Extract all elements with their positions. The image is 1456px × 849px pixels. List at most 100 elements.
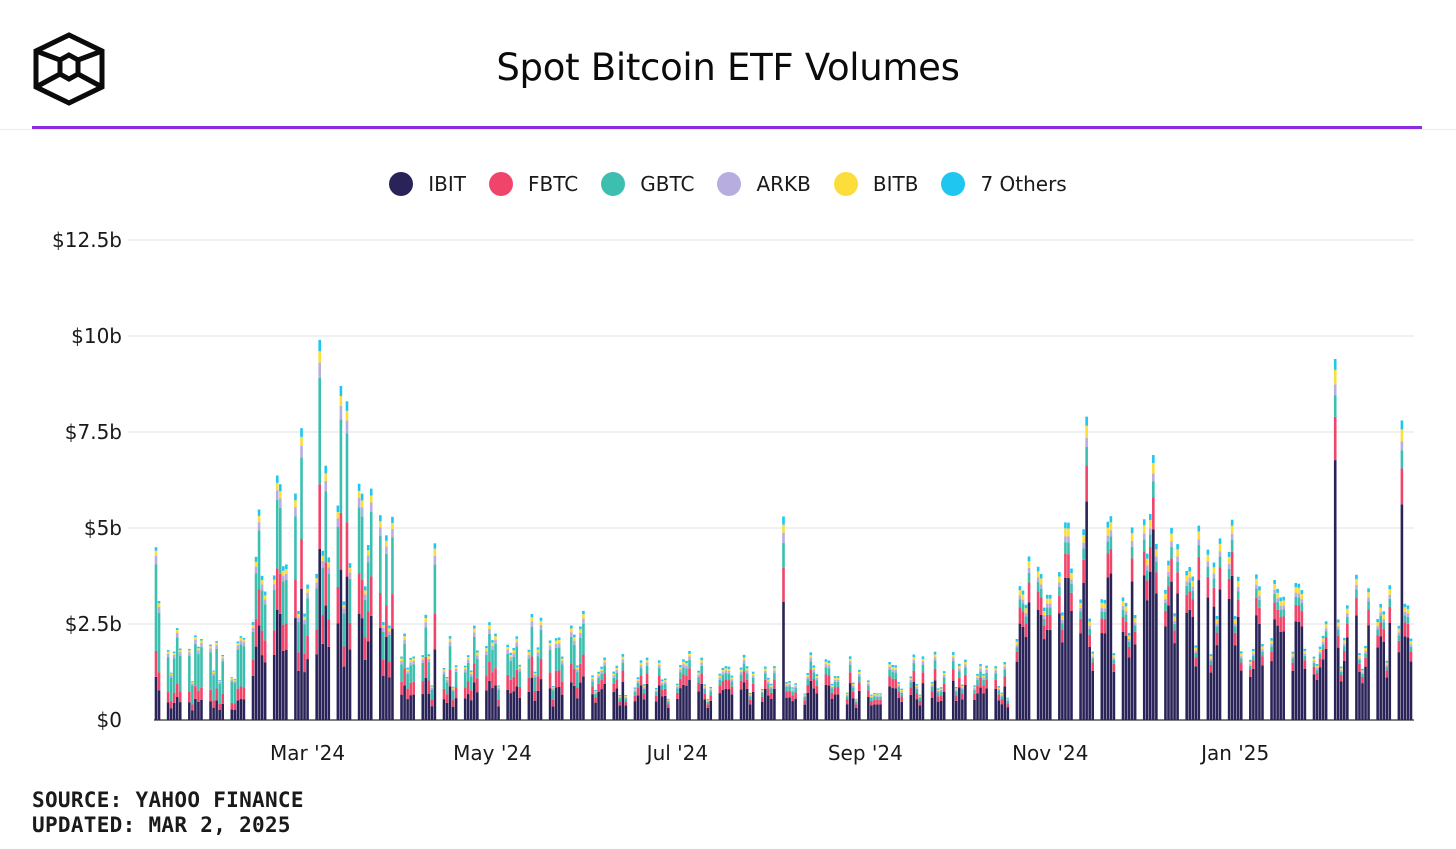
bar-segment-gbtc [676, 688, 679, 693]
bar-segment-fbtc [1312, 666, 1316, 675]
bar-segment-7-others [703, 684, 706, 686]
bar-segment-gbtc [1315, 669, 1319, 674]
bar-segment-fbtc [1188, 591, 1192, 610]
bar-segment-gbtc [579, 637, 582, 664]
bar-segment-arkb [682, 664, 685, 668]
bar-segment-7-others [1388, 585, 1392, 590]
bar-segment-arkb [1355, 584, 1358, 590]
bar-segment-7-others [700, 657, 703, 661]
bar-segment-7-others [660, 679, 664, 682]
bar-segment-arkb [718, 677, 722, 680]
bar-segment-arkb [676, 686, 679, 689]
bar-segment-arkb [709, 689, 713, 692]
bar-segment-bitb [1249, 661, 1252, 665]
bar-segment-7-others [621, 654, 625, 657]
bar-segment-7-others [239, 636, 243, 638]
bar-segment-bitb [282, 570, 285, 576]
bar-segment-fbtc [667, 704, 670, 708]
bar-segment-arkb [485, 651, 488, 655]
bar-segment-arkb [791, 689, 794, 692]
bar-segment-gbtc [551, 690, 555, 700]
bar-segment-gbtc [515, 646, 519, 670]
bar-segment-7-others [327, 557, 331, 563]
bar-segment-gbtc [257, 530, 261, 590]
bar-segment-bitb [1079, 603, 1082, 608]
bar-segment-gbtc [1273, 593, 1276, 603]
bar-segment-bitb [854, 699, 858, 701]
bar-segment-fbtc [936, 696, 940, 702]
bar-segment-bitb [791, 688, 794, 690]
bar-segment-gbtc [1100, 611, 1104, 619]
bar-segment-arkb [958, 668, 961, 672]
bar-segment-bitb [530, 617, 534, 622]
bar-segment-arkb [782, 532, 785, 543]
bar-segment-gbtc [175, 637, 179, 684]
bar-segment-arkb [909, 679, 913, 683]
bar-segment-arkb [788, 684, 791, 687]
bar-segment-bitb [1067, 528, 1070, 537]
bar-segment-7-others [321, 550, 325, 556]
bar-segment-ibit [1197, 580, 1201, 720]
bar-segment-ibit [688, 679, 691, 720]
bar-segment-arkb [318, 362, 321, 378]
bar-segment-ibit [1130, 581, 1134, 720]
bar-segment-gbtc [1276, 602, 1279, 610]
bar-segment-arkb [1133, 622, 1137, 626]
bar-segment-7-others [642, 684, 646, 686]
bar-segment-gbtc [403, 643, 406, 669]
bar-segment-ibit [915, 699, 919, 720]
bar-segment-gbtc [1070, 583, 1073, 593]
bar-segment-fbtc [263, 640, 267, 663]
bar-segment-7-others [454, 665, 458, 667]
bar-segment-arkb [1000, 694, 1004, 697]
bar-segment-bitb [1155, 549, 1158, 557]
bar-segment-bitb [1003, 664, 1007, 667]
bar-segment-gbtc [1233, 626, 1237, 633]
bar-segment-arkb [527, 654, 531, 659]
bar-segment-ibit [200, 699, 203, 720]
bar-segment-fbtc [1048, 614, 1052, 630]
bar-segment-ibit [667, 707, 670, 720]
bar-segment-fbtc [1230, 551, 1234, 576]
bar-segment-7-others [263, 591, 267, 596]
bar-segment-ibit [379, 627, 382, 720]
bar-segment-fbtc [494, 668, 497, 686]
bar-segment-fbtc [175, 683, 179, 698]
bar-segment-bitb [1397, 628, 1401, 633]
bar-segment-ibit [767, 695, 770, 720]
bar-segment-bitb [1015, 641, 1019, 645]
bar-segment-gbtc [915, 688, 919, 694]
source-note: SOURCE: YAHOO FINANCE [32, 788, 304, 812]
bar-segment-fbtc [1276, 609, 1279, 626]
x-tick-label: Jan '25 [1199, 741, 1269, 765]
bar-segment-arkb [1061, 619, 1064, 624]
bar-segment-7-others [951, 652, 955, 655]
bar-segment-ibit [194, 698, 197, 720]
bar-segment-arkb [891, 669, 894, 673]
bar-segment-gbtc [430, 689, 434, 700]
bar-segment-7-others [1206, 549, 1210, 555]
bar-segment-arkb [803, 695, 807, 697]
bar-segment-fbtc [454, 687, 458, 699]
bar-segment-arkb [427, 658, 431, 663]
bar-segment-arkb [888, 666, 891, 670]
bar-segment-bitb [324, 473, 328, 481]
bar-segment-arkb [512, 653, 516, 657]
bar-segment-bitb [433, 548, 437, 556]
bar-segment-7-others [1227, 551, 1231, 557]
bar-segment-ibit [1106, 577, 1110, 720]
bar-segment-bitb [430, 686, 434, 688]
bar-segment-bitb [845, 693, 849, 695]
bar-segment-7-others [379, 515, 382, 522]
bar-segment-ibit [1339, 681, 1343, 720]
bar-segment-ibit [260, 655, 264, 720]
bar-segment-arkb [1142, 533, 1146, 540]
bar-segment-ibit [936, 701, 940, 720]
bar-segment-fbtc [809, 669, 813, 681]
bar-segment-gbtc [873, 696, 876, 700]
bar-segment-gbtc [506, 653, 509, 675]
bar-segment-7-others [1058, 572, 1061, 577]
bar-segment-fbtc [260, 630, 264, 656]
bar-segment-arkb [345, 420, 349, 434]
bar-segment-arkb [1358, 657, 1361, 660]
